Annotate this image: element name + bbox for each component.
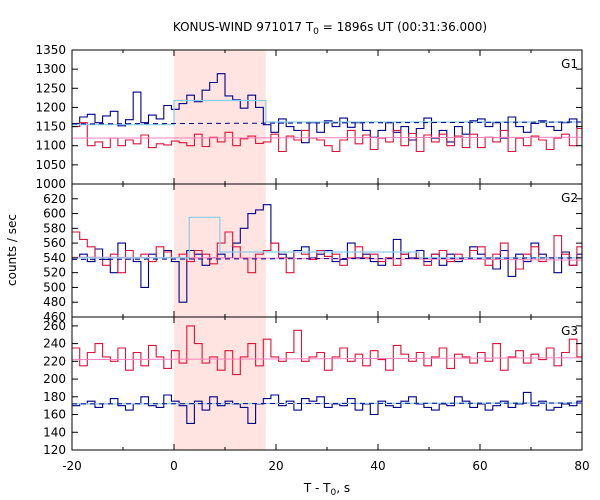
y-tick-label: 140	[43, 425, 66, 439]
highlight-interval	[174, 50, 266, 184]
y-tick-label: 1300	[35, 62, 66, 76]
panel-label-g3: G3	[561, 324, 578, 338]
y-tick-label: 1250	[35, 81, 66, 95]
source-background-level	[71, 121, 583, 125]
x-tick-label: -20	[62, 459, 82, 473]
x-tick-label: 80	[574, 459, 589, 473]
y-tick-label: 200	[43, 372, 66, 386]
model-fit-step	[72, 99, 582, 126]
y-tick-label: 1050	[35, 158, 66, 172]
panels-group: 10001050110011501200125013001350G1460480…	[35, 43, 589, 473]
source-counts-line-g3	[72, 391, 583, 424]
y-tick-label: 600	[43, 207, 66, 221]
source-counts-line-g1	[72, 73, 583, 144]
y-tick-label: 500	[43, 280, 66, 294]
x-tick-label: 40	[370, 459, 385, 473]
y-tick-label: 560	[43, 236, 66, 250]
panel-g1: 1000 1050 1100 1150 1200 1250 1300 1350 G1	[35, 43, 583, 191]
y-tick-label: 580	[43, 221, 66, 235]
title-rest: = 1896s UT (00:31:36.000)	[319, 20, 487, 34]
panel-label-g2: G2	[561, 191, 578, 205]
x-tick-label: 60	[472, 459, 487, 473]
y-tick-label: 1200	[35, 100, 66, 114]
model-fit-step	[72, 216, 582, 259]
background-fit-line	[71, 136, 583, 139]
panel-g3: 120 140 160 180 200 220 240 260 G3 -20 0 20 40 60 80	[43, 316, 590, 473]
source-background-level	[71, 402, 583, 405]
y-tick-label: 180	[43, 390, 66, 404]
y-tick-label: 460	[43, 310, 66, 324]
panel-label-g1: G1	[561, 57, 578, 71]
background-counts-line-g3	[72, 325, 583, 376]
background-fit-line	[71, 357, 583, 361]
y-tick-label: 220	[43, 354, 66, 368]
y-tick-label: 160	[43, 408, 66, 422]
y-tick-label: 1100	[35, 139, 66, 153]
highlight-interval	[174, 317, 266, 450]
title-subscript: 0	[313, 27, 319, 37]
y-tick-label: 540	[43, 251, 66, 265]
xlabel-subscript: 0	[331, 488, 337, 498]
panel-frame	[71, 316, 583, 451]
y-tick-label: 1350	[35, 43, 66, 57]
source-counts-line-g2	[72, 204, 583, 303]
x-tick-label: 0	[170, 459, 178, 473]
chart-title: KONUS-WIND 971017 T0 = 1896s UT (00:31:3…	[173, 20, 487, 37]
x-tick-label: 20	[268, 459, 283, 473]
y-tick-label: 520	[43, 266, 66, 280]
y-tick-label: 620	[43, 192, 66, 206]
y-tick-label: 1000	[35, 177, 66, 191]
y-tick-label: 1150	[35, 120, 66, 134]
source-background-level	[71, 257, 583, 260]
y-tick-label: 260	[43, 319, 66, 333]
y-axis-label: counts / sec	[5, 214, 19, 286]
xlabel-rest: , s	[336, 481, 350, 495]
background-counts-line-g2	[72, 231, 583, 274]
xlabel-main: T - T	[303, 481, 331, 495]
x-axis-label: T - T0, s	[303, 481, 350, 498]
y-tick-label: 240	[43, 337, 66, 351]
background-counts-line-g1	[72, 122, 583, 153]
y-tick-label: 480	[43, 295, 66, 309]
title-main: KONUS-WIND 971017 T	[173, 20, 314, 34]
y-tick-label: 120	[43, 443, 66, 457]
